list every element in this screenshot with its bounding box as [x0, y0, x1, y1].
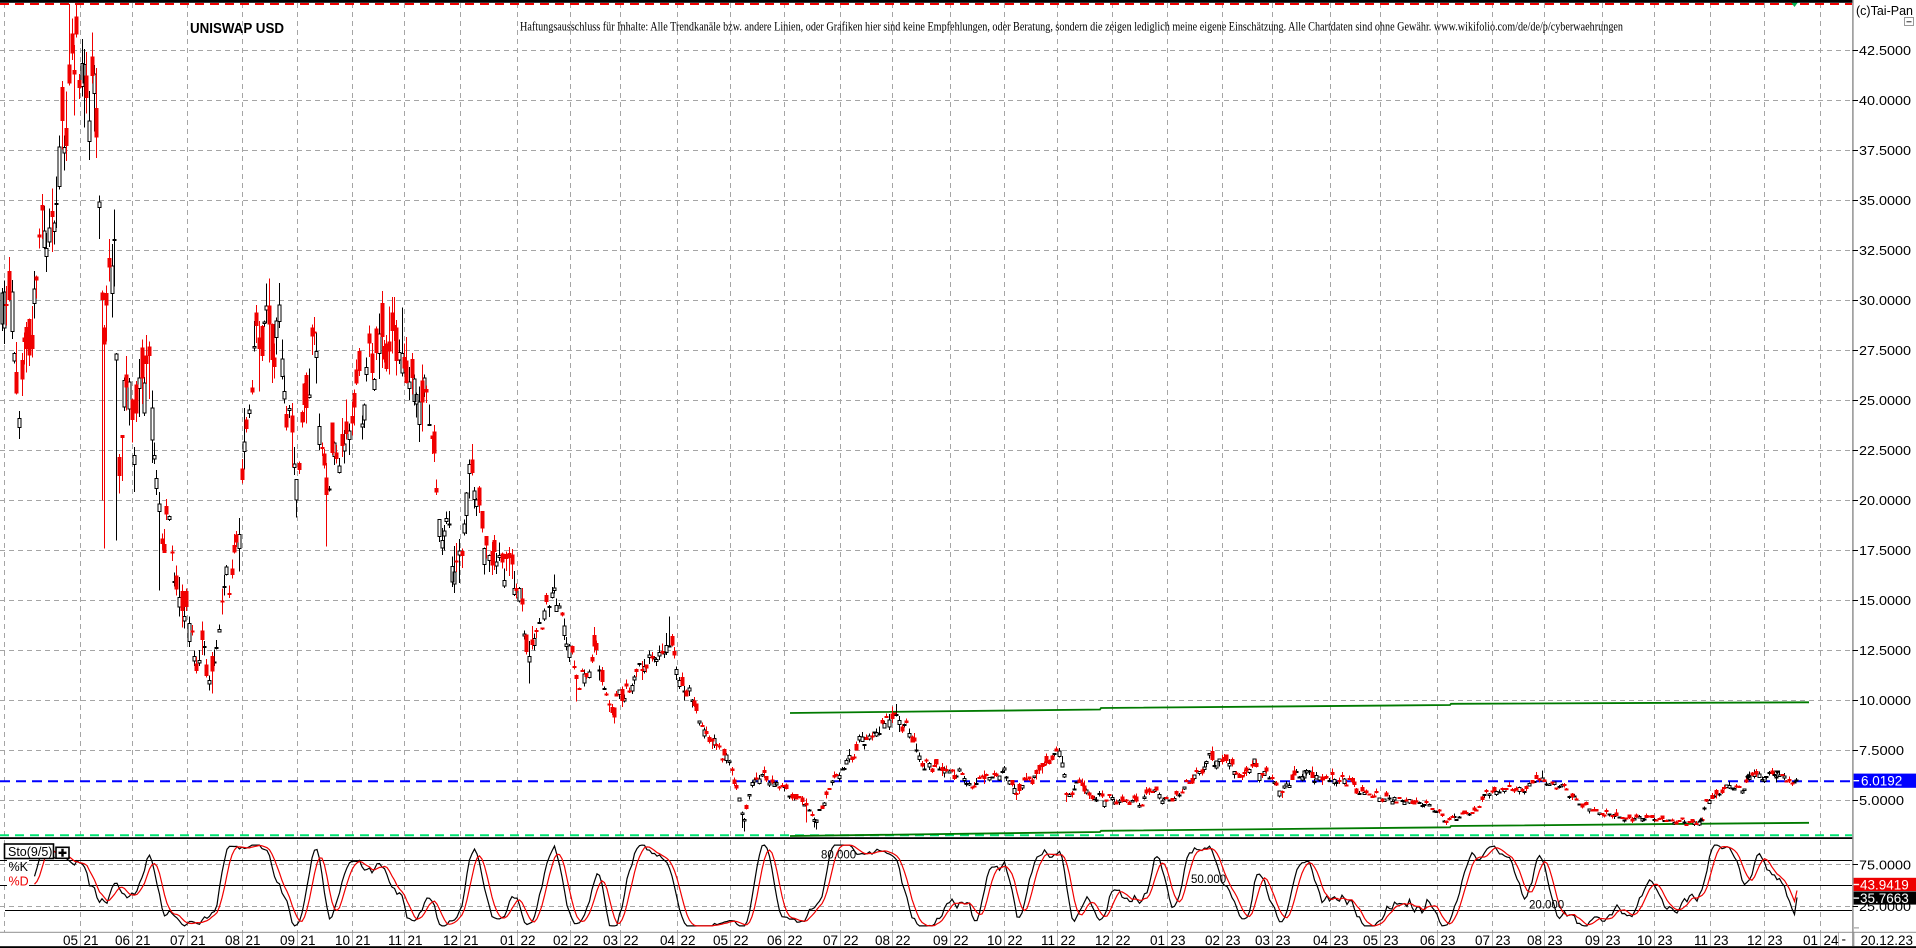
svg-text:10: 10	[1637, 933, 1652, 948]
svg-text:20.0000: 20.0000	[1859, 493, 1911, 508]
svg-text:32.5000: 32.5000	[1859, 243, 1911, 258]
svg-text:20.000: 20.000	[1529, 900, 1564, 912]
svg-text:21: 21	[464, 933, 479, 948]
svg-text:22: 22	[521, 933, 536, 948]
svg-text:07: 07	[1475, 933, 1490, 948]
svg-text:09: 09	[933, 933, 948, 948]
svg-text:75.0000: 75.0000	[1859, 857, 1911, 872]
svg-text:50.000: 50.000	[1191, 874, 1226, 886]
svg-text:06: 06	[767, 933, 782, 948]
svg-text:02: 02	[1205, 933, 1220, 948]
svg-text:05: 05	[713, 933, 728, 948]
svg-text:12.5000: 12.5000	[1859, 643, 1911, 658]
svg-text:22: 22	[844, 933, 859, 948]
svg-text:22: 22	[574, 933, 589, 948]
svg-text:21: 21	[408, 933, 423, 948]
svg-text:%D: %D	[9, 875, 29, 889]
svg-text:23: 23	[1768, 933, 1783, 948]
svg-text:04: 04	[660, 933, 676, 948]
svg-text:21: 21	[356, 933, 371, 948]
svg-text:08: 08	[875, 933, 890, 948]
svg-text:23: 23	[1171, 933, 1186, 948]
svg-text:23: 23	[1658, 933, 1673, 948]
svg-text:23: 23	[1496, 933, 1511, 948]
svg-text:35.7663: 35.7663	[1860, 891, 1909, 906]
svg-text:04: 04	[1313, 933, 1329, 948]
svg-text:24: 24	[1824, 933, 1840, 948]
svg-text:05: 05	[63, 933, 78, 948]
svg-text:22: 22	[954, 933, 969, 948]
svg-text:23: 23	[1441, 933, 1456, 948]
svg-text:UNISWAP USD: UNISWAP USD	[190, 20, 284, 37]
svg-text:37.5000: 37.5000	[1859, 143, 1911, 158]
svg-text:05: 05	[1363, 933, 1378, 948]
svg-text:21: 21	[246, 933, 261, 948]
svg-text:01: 01	[1803, 933, 1818, 948]
svg-text:01: 01	[500, 933, 515, 948]
svg-text:23: 23	[1384, 933, 1399, 948]
svg-text:21: 21	[136, 933, 151, 948]
svg-text:10: 10	[987, 933, 1002, 948]
svg-text:22: 22	[1008, 933, 1023, 948]
svg-text:17.5000: 17.5000	[1859, 543, 1911, 558]
svg-text:12: 12	[1095, 933, 1110, 948]
svg-text:02: 02	[553, 933, 568, 948]
svg-text:21: 21	[191, 933, 206, 948]
svg-text:40.0000: 40.0000	[1859, 93, 1911, 108]
svg-text:22: 22	[788, 933, 803, 948]
svg-text:22: 22	[624, 933, 639, 948]
svg-text:%K: %K	[9, 860, 29, 874]
svg-text:21: 21	[301, 933, 316, 948]
svg-text:03: 03	[1255, 933, 1270, 948]
svg-text:10: 10	[335, 933, 350, 948]
svg-text:22: 22	[1116, 933, 1131, 948]
svg-text:15.0000: 15.0000	[1859, 593, 1911, 608]
svg-text:07: 07	[823, 933, 838, 948]
svg-text:Haftungsausschluss für Inhalte: Haftungsausschluss für Inhalte: Alle Tre…	[520, 20, 1624, 34]
svg-text:-: -	[1842, 932, 1847, 947]
svg-text:03: 03	[603, 933, 618, 948]
svg-text:25.0000: 25.0000	[1859, 393, 1911, 408]
svg-text:01: 01	[1150, 933, 1165, 948]
svg-text:7.5000: 7.5000	[1859, 743, 1904, 758]
svg-text:09: 09	[1585, 933, 1600, 948]
svg-text:22.5000: 22.5000	[1859, 443, 1911, 458]
svg-text:11: 11	[388, 933, 402, 948]
svg-text:07: 07	[170, 933, 185, 948]
svg-text:12: 12	[443, 933, 458, 948]
svg-text:23: 23	[1226, 933, 1241, 948]
svg-text:06: 06	[1420, 933, 1435, 948]
svg-text:20.12.23: 20.12.23	[1861, 933, 1914, 948]
svg-text:6.0192: 6.0192	[1861, 774, 1902, 789]
svg-text:35.0000: 35.0000	[1859, 193, 1911, 208]
svg-text:23: 23	[1606, 933, 1621, 948]
svg-text:09: 09	[280, 933, 295, 948]
svg-text:22: 22	[681, 933, 696, 948]
svg-text:30.0000: 30.0000	[1859, 293, 1911, 308]
svg-text:22: 22	[1061, 933, 1076, 948]
svg-text:23: 23	[1714, 933, 1729, 948]
svg-text:08: 08	[1527, 933, 1542, 948]
svg-text:10.0000: 10.0000	[1859, 693, 1911, 708]
svg-text:12: 12	[1747, 933, 1762, 948]
svg-text:5.0000: 5.0000	[1859, 793, 1904, 808]
svg-text:11: 11	[1694, 933, 1708, 948]
svg-text:27.5000: 27.5000	[1859, 343, 1911, 358]
svg-text:23: 23	[1548, 933, 1563, 948]
svg-text:42.5000: 42.5000	[1859, 43, 1911, 58]
svg-text:22: 22	[734, 933, 749, 948]
svg-text:11: 11	[1041, 933, 1055, 948]
svg-text:(c)Tai-Pan: (c)Tai-Pan	[1856, 3, 1913, 18]
svg-text:06: 06	[115, 933, 130, 948]
svg-text:23: 23	[1276, 933, 1291, 948]
svg-text:21: 21	[84, 933, 99, 948]
svg-text:80.000: 80.000	[821, 850, 856, 862]
svg-text:08: 08	[225, 933, 240, 948]
svg-text:Sto(9/5): Sto(9/5)	[8, 845, 52, 859]
svg-text:23: 23	[1334, 933, 1349, 948]
svg-text:43.9419: 43.9419	[1860, 877, 1909, 892]
svg-text:22: 22	[896, 933, 911, 948]
